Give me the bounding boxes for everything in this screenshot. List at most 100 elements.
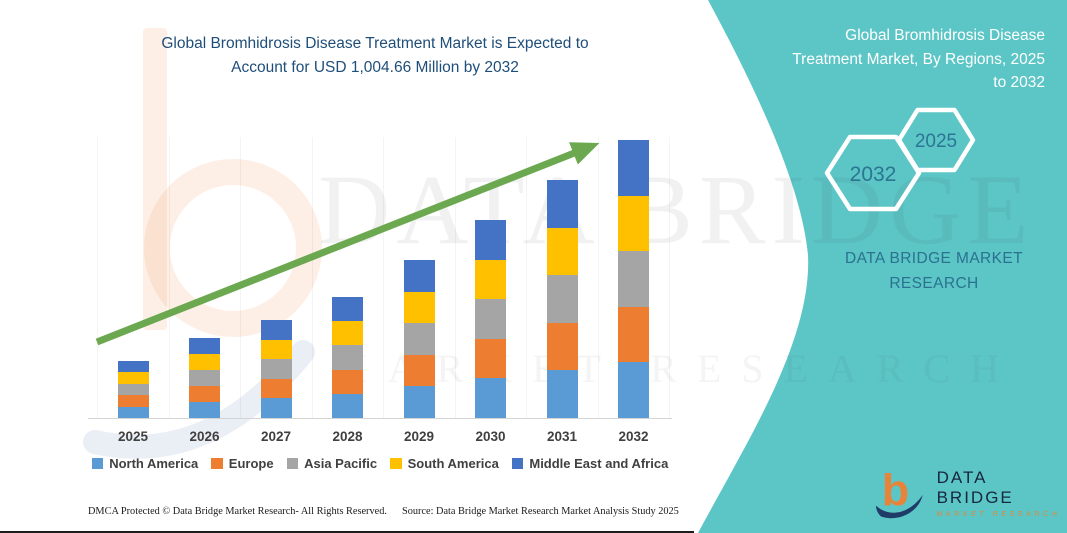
segment-europe-2026: [189, 386, 220, 403]
gridline: [526, 137, 528, 418]
bottom-divider: [0, 531, 694, 533]
x-label-2028: 2028: [332, 429, 363, 444]
segment-asia-pacific-2026: [189, 370, 220, 387]
legend-label: Asia Pacific: [304, 456, 378, 471]
segment-south-america-2028: [332, 321, 363, 346]
x-label-2030: 2030: [475, 429, 506, 444]
legend-item-south-america: South America: [390, 456, 499, 471]
right-panel-brand-line2: RESEARCH: [889, 275, 979, 292]
segment-asia-pacific-2027: [260, 359, 292, 379]
gridline: [597, 137, 599, 418]
logo-text: DATA BRIDGE MARKET RESEARCH: [937, 468, 1067, 518]
segment-middle-east-and-africa-2029: [403, 260, 435, 292]
gridline: [168, 137, 170, 418]
x-label-2027: 2027: [260, 429, 292, 444]
x-label-2025: 2025: [117, 429, 149, 444]
x-axis-labels: 2025 2026 2027 2028 2029 2030 2031 2032: [88, 429, 672, 449]
segment-europe-2028: [332, 369, 363, 394]
segment-middle-east-and-africa-2030: [475, 219, 506, 260]
data-bridge-logo: b DATA BRIDGE MARKET RESEARCH: [874, 466, 1067, 520]
segment-south-america-2031: [546, 227, 578, 276]
logo-name: DATA BRIDGE: [936, 468, 1014, 507]
bar-2028: [332, 297, 363, 418]
bar-2029: [403, 260, 435, 418]
x-label-2026: 2026: [189, 429, 220, 444]
footer-copyright: DMCA Protected © Data Bridge Market Rese…: [88, 506, 387, 517]
legend-swatch: [511, 457, 524, 470]
x-label-2031: 2031: [546, 429, 578, 444]
segment-europe-2025: [117, 395, 149, 407]
legend-item-middle-east-and-africa: Middle East and Africa: [511, 456, 669, 471]
segment-asia-pacific-2032: [618, 251, 649, 307]
segment-north-america-2029: [403, 386, 435, 418]
legend-item-north-america: North America: [91, 456, 199, 471]
segment-middle-east-and-africa-2027: [260, 320, 292, 340]
segment-europe-2032: [618, 306, 649, 363]
segment-asia-pacific-2028: [332, 345, 363, 370]
segment-south-america-2025: [117, 372, 149, 384]
segment-asia-pacific-2031: [546, 275, 578, 323]
segment-north-america-2026: [189, 402, 220, 418]
segment-middle-east-and-africa-2028: [332, 297, 363, 322]
legend-item-europe: Europe: [211, 456, 274, 471]
segment-south-america-2027: [260, 339, 292, 360]
segment-south-america-2030: [475, 259, 506, 300]
hexagon-2032-label: 2032: [850, 163, 897, 186]
hexagon-2025-label: 2025: [915, 131, 957, 152]
bar-2031: [546, 180, 578, 418]
svg-text:b: b: [882, 466, 909, 516]
segment-north-america-2028: [332, 393, 363, 418]
legend-item-asia-pacific: Asia Pacific: [286, 456, 378, 471]
bar-2026: [189, 338, 220, 418]
watermark-text-sub: MARKET RESEARCH: [332, 346, 1020, 391]
gridline: [454, 137, 456, 418]
data-bridge-logo-icon: b: [875, 466, 923, 519]
gridline: [669, 137, 671, 418]
year-hexagons: 2032 2025: [824, 107, 976, 212]
gridline: [97, 137, 99, 418]
segment-middle-east-and-africa-2031: [546, 180, 578, 228]
right-panel-brand-line1: DATA BRIDGE MARKET: [844, 250, 1023, 267]
segment-north-america-2032: [618, 362, 649, 418]
segment-middle-east-and-africa-2025: [117, 361, 149, 373]
gridline: [311, 137, 313, 418]
right-panel-brand: DATA BRIDGE MARKET RESEARCH: [828, 246, 1040, 296]
chart-title: Global Bromhidrosis Disease Treatment Ma…: [80, 32, 670, 80]
legend-swatch: [211, 457, 223, 470]
legend-label: Middle East and Africa: [529, 456, 669, 471]
segment-north-america-2025: [117, 406, 149, 418]
segment-asia-pacific-2029: [403, 323, 435, 355]
segment-south-america-2029: [403, 291, 435, 324]
bar-2027: [260, 320, 292, 418]
segment-asia-pacific-2030: [475, 299, 506, 339]
x-label-2029: 2029: [403, 429, 435, 444]
segment-europe-2030: [475, 338, 506, 379]
x-label-2032: 2032: [618, 429, 649, 444]
segment-north-america-2031: [546, 370, 578, 418]
chart-title-line2: Account for USD 1,004.66 Million by 2032: [231, 59, 519, 76]
legend-swatch: [286, 457, 299, 470]
segment-north-america-2030: [475, 378, 506, 418]
segment-middle-east-and-africa-2026: [189, 338, 220, 355]
segment-middle-east-and-africa-2032: [618, 140, 649, 196]
segment-europe-2029: [403, 354, 435, 387]
footer-source: Source: Data Bridge Market Research Mark…: [402, 506, 679, 517]
chart-legend: North America Europe Asia Pacific South Ame…: [88, 456, 672, 471]
legend-label: South America: [407, 456, 499, 471]
segment-europe-2027: [260, 378, 292, 399]
bar-2032: [618, 140, 649, 418]
gridline: [383, 137, 385, 418]
gridline: [240, 137, 242, 418]
chart-title-line1: Global Bromhidrosis Disease Treatment Ma…: [161, 35, 589, 52]
segment-north-america-2027: [260, 398, 292, 418]
bar-2025: [117, 361, 149, 418]
plot-area: [88, 115, 672, 419]
segment-asia-pacific-2025: [117, 383, 149, 396]
segment-south-america-2026: [189, 354, 220, 371]
hexagon-2032: [824, 134, 922, 212]
legend-label: North America: [109, 456, 199, 471]
segment-south-america-2032: [618, 195, 649, 252]
right-panel-title: Global Bromhidrosis Disease Treatment Ma…: [792, 27, 1045, 91]
